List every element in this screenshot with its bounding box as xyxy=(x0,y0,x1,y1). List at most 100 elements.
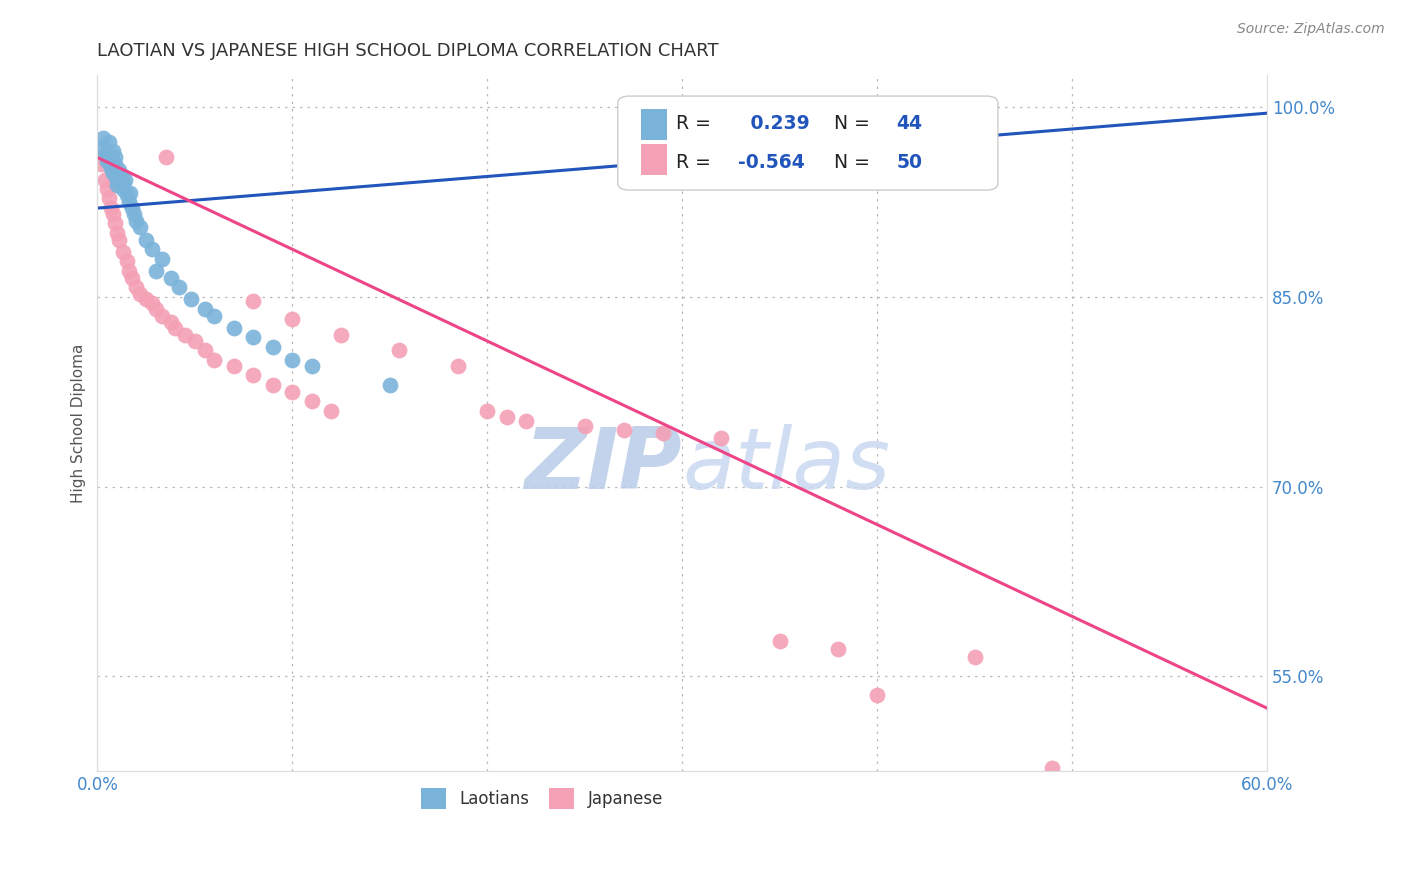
Point xyxy=(768,144,790,158)
Point xyxy=(141,296,163,310)
Legend: Laotians, Japanese: Laotians, Japanese xyxy=(415,781,669,815)
Point xyxy=(651,426,673,441)
FancyBboxPatch shape xyxy=(641,145,666,175)
Point xyxy=(160,270,183,285)
Point xyxy=(1159,786,1181,800)
Point xyxy=(160,315,183,329)
Point xyxy=(90,157,112,171)
Point xyxy=(101,166,124,180)
Text: Source: ZipAtlas.com: Source: ZipAtlas.com xyxy=(1237,22,1385,37)
Point xyxy=(101,144,124,158)
Point xyxy=(91,131,114,145)
Point xyxy=(281,384,304,399)
Point xyxy=(105,227,128,241)
Point xyxy=(447,359,470,374)
Point xyxy=(613,423,636,437)
Point xyxy=(145,302,167,317)
Point xyxy=(495,409,517,424)
Point xyxy=(94,173,117,187)
Point xyxy=(242,293,264,308)
Point xyxy=(963,650,986,665)
Point xyxy=(141,242,163,256)
Point xyxy=(242,330,264,344)
Point xyxy=(281,312,304,326)
Point xyxy=(135,233,157,247)
Point xyxy=(94,146,117,161)
Point xyxy=(105,173,128,187)
Text: R =: R = xyxy=(676,153,711,172)
Point xyxy=(574,418,596,433)
Point xyxy=(262,340,284,354)
Text: ZIP: ZIP xyxy=(524,424,682,507)
Point xyxy=(150,309,173,323)
Point xyxy=(193,302,215,317)
Point xyxy=(111,182,134,196)
Point xyxy=(117,194,139,209)
Point xyxy=(121,201,143,215)
Point xyxy=(145,264,167,278)
Point xyxy=(105,178,128,193)
Point xyxy=(242,368,264,383)
Point xyxy=(98,136,121,150)
Point xyxy=(281,353,304,368)
Point xyxy=(104,216,127,230)
Point xyxy=(202,353,225,368)
Point xyxy=(100,161,122,175)
Point xyxy=(1042,761,1064,775)
Text: -0.564: -0.564 xyxy=(738,153,806,172)
Point xyxy=(125,279,148,293)
Point xyxy=(104,157,127,171)
Point xyxy=(120,186,142,200)
Text: 44: 44 xyxy=(896,114,922,133)
Point xyxy=(114,173,136,187)
Point xyxy=(222,359,245,374)
Point xyxy=(378,378,401,392)
Point xyxy=(115,254,138,268)
Text: R =: R = xyxy=(676,114,711,133)
FancyBboxPatch shape xyxy=(617,96,998,190)
Point xyxy=(167,279,190,293)
Point xyxy=(180,292,202,306)
Point xyxy=(321,403,343,417)
Point xyxy=(104,151,127,165)
Text: 50: 50 xyxy=(896,153,922,172)
Point xyxy=(768,634,790,648)
Point xyxy=(866,689,889,703)
Text: 0.239: 0.239 xyxy=(744,114,810,133)
Point xyxy=(96,182,118,196)
Point xyxy=(90,140,112,154)
Point xyxy=(96,154,118,169)
Point xyxy=(98,191,121,205)
Point xyxy=(111,176,134,190)
Point xyxy=(778,151,800,165)
Point xyxy=(262,378,284,392)
Point xyxy=(477,403,499,417)
Point xyxy=(515,414,537,428)
Point xyxy=(100,201,122,215)
Point xyxy=(117,264,139,278)
Point xyxy=(301,393,323,408)
Point xyxy=(827,641,849,656)
Point xyxy=(388,343,411,357)
Point xyxy=(107,163,129,178)
Point xyxy=(129,287,152,301)
Point xyxy=(125,213,148,227)
Point xyxy=(184,334,207,348)
Point xyxy=(124,207,146,221)
Point xyxy=(222,321,245,335)
Point xyxy=(115,188,138,202)
Point xyxy=(193,343,215,357)
Text: N =: N = xyxy=(834,153,870,172)
Point xyxy=(135,292,157,306)
Text: N =: N = xyxy=(834,114,870,133)
Point xyxy=(96,151,118,165)
Point xyxy=(100,153,122,167)
Text: LAOTIAN VS JAPANESE HIGH SCHOOL DIPLOMA CORRELATION CHART: LAOTIAN VS JAPANESE HIGH SCHOOL DIPLOMA … xyxy=(97,42,718,60)
Point xyxy=(110,169,132,184)
Point xyxy=(111,245,134,260)
Y-axis label: High School Diploma: High School Diploma xyxy=(72,343,86,503)
Point xyxy=(150,252,173,266)
FancyBboxPatch shape xyxy=(641,110,666,140)
Point xyxy=(165,321,187,335)
Point xyxy=(631,153,654,167)
